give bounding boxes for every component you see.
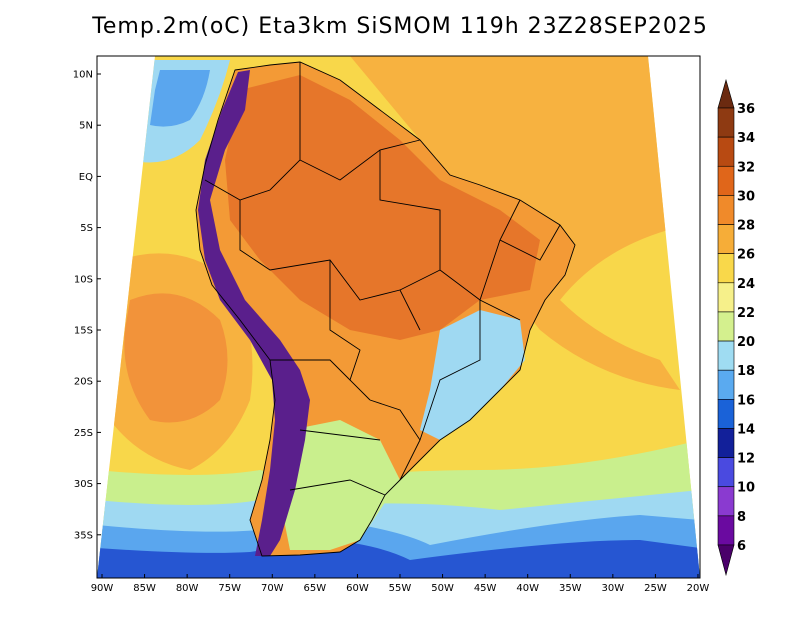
colorbar-label: 34 — [737, 131, 755, 146]
border-line — [299, 139, 421, 181]
border-line — [195, 61, 576, 557]
border-line — [299, 429, 381, 441]
lat-tick-label: 35S — [74, 530, 93, 541]
border-line — [329, 260, 371, 401]
border-line — [289, 479, 386, 496]
lon-tick-label: 30W — [602, 583, 625, 594]
lon-tick-label: 35W — [559, 583, 582, 594]
border-line — [499, 199, 561, 261]
border-line — [419, 300, 481, 441]
country-borders — [195, 61, 576, 557]
border-line — [270, 359, 351, 381]
colorbar-label: 28 — [737, 219, 755, 234]
colorbar-bottom-arrow — [717, 544, 735, 577]
colorbar-segment — [717, 253, 735, 284]
lat-tick-label: EQ — [79, 172, 93, 183]
ocean-hot-pacific — [124, 293, 228, 423]
longitude-axis: 90W 85W 80W 75W 70W 65W 60W 55W 50W 45W 40W 35W 30W 2… — [91, 574, 710, 594]
colorbar-legend: 36 34 32 30 28 26 24 22 20 18 16 14 12 10 8 6 — [717, 78, 755, 577]
border-line — [204, 62, 301, 201]
colorbar-segment — [717, 136, 735, 167]
colorbar-segment — [717, 515, 735, 546]
colorbar-segment — [717, 195, 735, 225]
border-line — [369, 399, 421, 481]
southern-cone — [280, 420, 400, 550]
colorbar-label: 26 — [737, 248, 755, 263]
border-line — [399, 269, 441, 291]
colorbar-label: 6 — [737, 539, 746, 554]
lon-tick-label: 45W — [474, 583, 497, 594]
lat-tick-label: 5S — [80, 223, 93, 234]
colorbar-label: 8 — [737, 510, 746, 525]
lon-tick-label: 20W — [687, 583, 710, 594]
colorbar-segment — [717, 107, 735, 138]
colorbar-segment — [717, 340, 735, 371]
colorbar-label: 14 — [737, 422, 755, 437]
colorbar-segment — [717, 311, 735, 342]
colorbar-label: 10 — [737, 481, 755, 496]
colorbar-label: 16 — [737, 393, 755, 408]
latitude-axis: 10N 5N EQ 5S 10S 15S 20S 25S 30S 35S — [73, 70, 101, 541]
colorbar-segment — [717, 282, 735, 313]
lat-tick-label: 15S — [74, 326, 93, 337]
colorbar-label: 12 — [737, 452, 755, 467]
cold-patch-north-pacific — [150, 70, 210, 127]
lon-tick-label: 85W — [133, 583, 156, 594]
lon-tick-label: 65W — [304, 583, 327, 594]
amazon-hot-core — [225, 75, 540, 340]
colorbar-label: 36 — [737, 102, 755, 117]
border-line — [479, 239, 521, 321]
colorbar-label: 30 — [737, 189, 755, 204]
colorbar-label: 20 — [737, 335, 755, 350]
lon-tick-label: 75W — [218, 583, 241, 594]
colorbar-segment — [717, 457, 735, 488]
lon-tick-label: 90W — [91, 583, 114, 594]
colorbar-label: 32 — [737, 160, 755, 175]
southeast-highlands — [420, 310, 525, 440]
colorbar-segment — [717, 369, 735, 400]
cold-band-14 — [97, 540, 700, 578]
lat-tick-label: 20S — [74, 377, 93, 388]
lon-tick-label: 40W — [516, 583, 539, 594]
lon-tick-label: 70W — [261, 583, 284, 594]
map-frame — [96, 55, 701, 579]
map-title: Temp.2m(oC) Eta3km SiSMOM 119h 23Z28SEP2… — [92, 14, 708, 39]
colorbar-top-arrow — [717, 78, 735, 109]
colorbar-label: 22 — [737, 306, 755, 321]
lon-tick-label: 55W — [389, 583, 412, 594]
colorbar-segment — [717, 224, 735, 254]
lat-tick-label: 25S — [74, 428, 93, 439]
colorbar-segment — [717, 399, 735, 429]
lon-tick-label: 60W — [346, 583, 369, 594]
colorbar-segment — [717, 428, 735, 458]
lat-tick-label: 10N — [73, 70, 93, 81]
colorbar-segment — [717, 486, 735, 517]
border-line — [379, 150, 481, 301]
lat-tick-label: 5N — [79, 121, 93, 132]
lon-tick-label: 50W — [431, 583, 454, 594]
lat-tick-label: 10S — [74, 274, 93, 285]
lon-tick-label: 25W — [644, 583, 667, 594]
colorbar-label: 18 — [737, 364, 755, 379]
colorbar-segment — [717, 165, 735, 196]
temperature-field — [97, 56, 700, 578]
lon-tick-label: 80W — [176, 583, 199, 594]
andes-cold-ridge — [198, 70, 310, 556]
colorbar-label: 24 — [737, 277, 755, 292]
lat-tick-label: 30S — [74, 479, 93, 490]
